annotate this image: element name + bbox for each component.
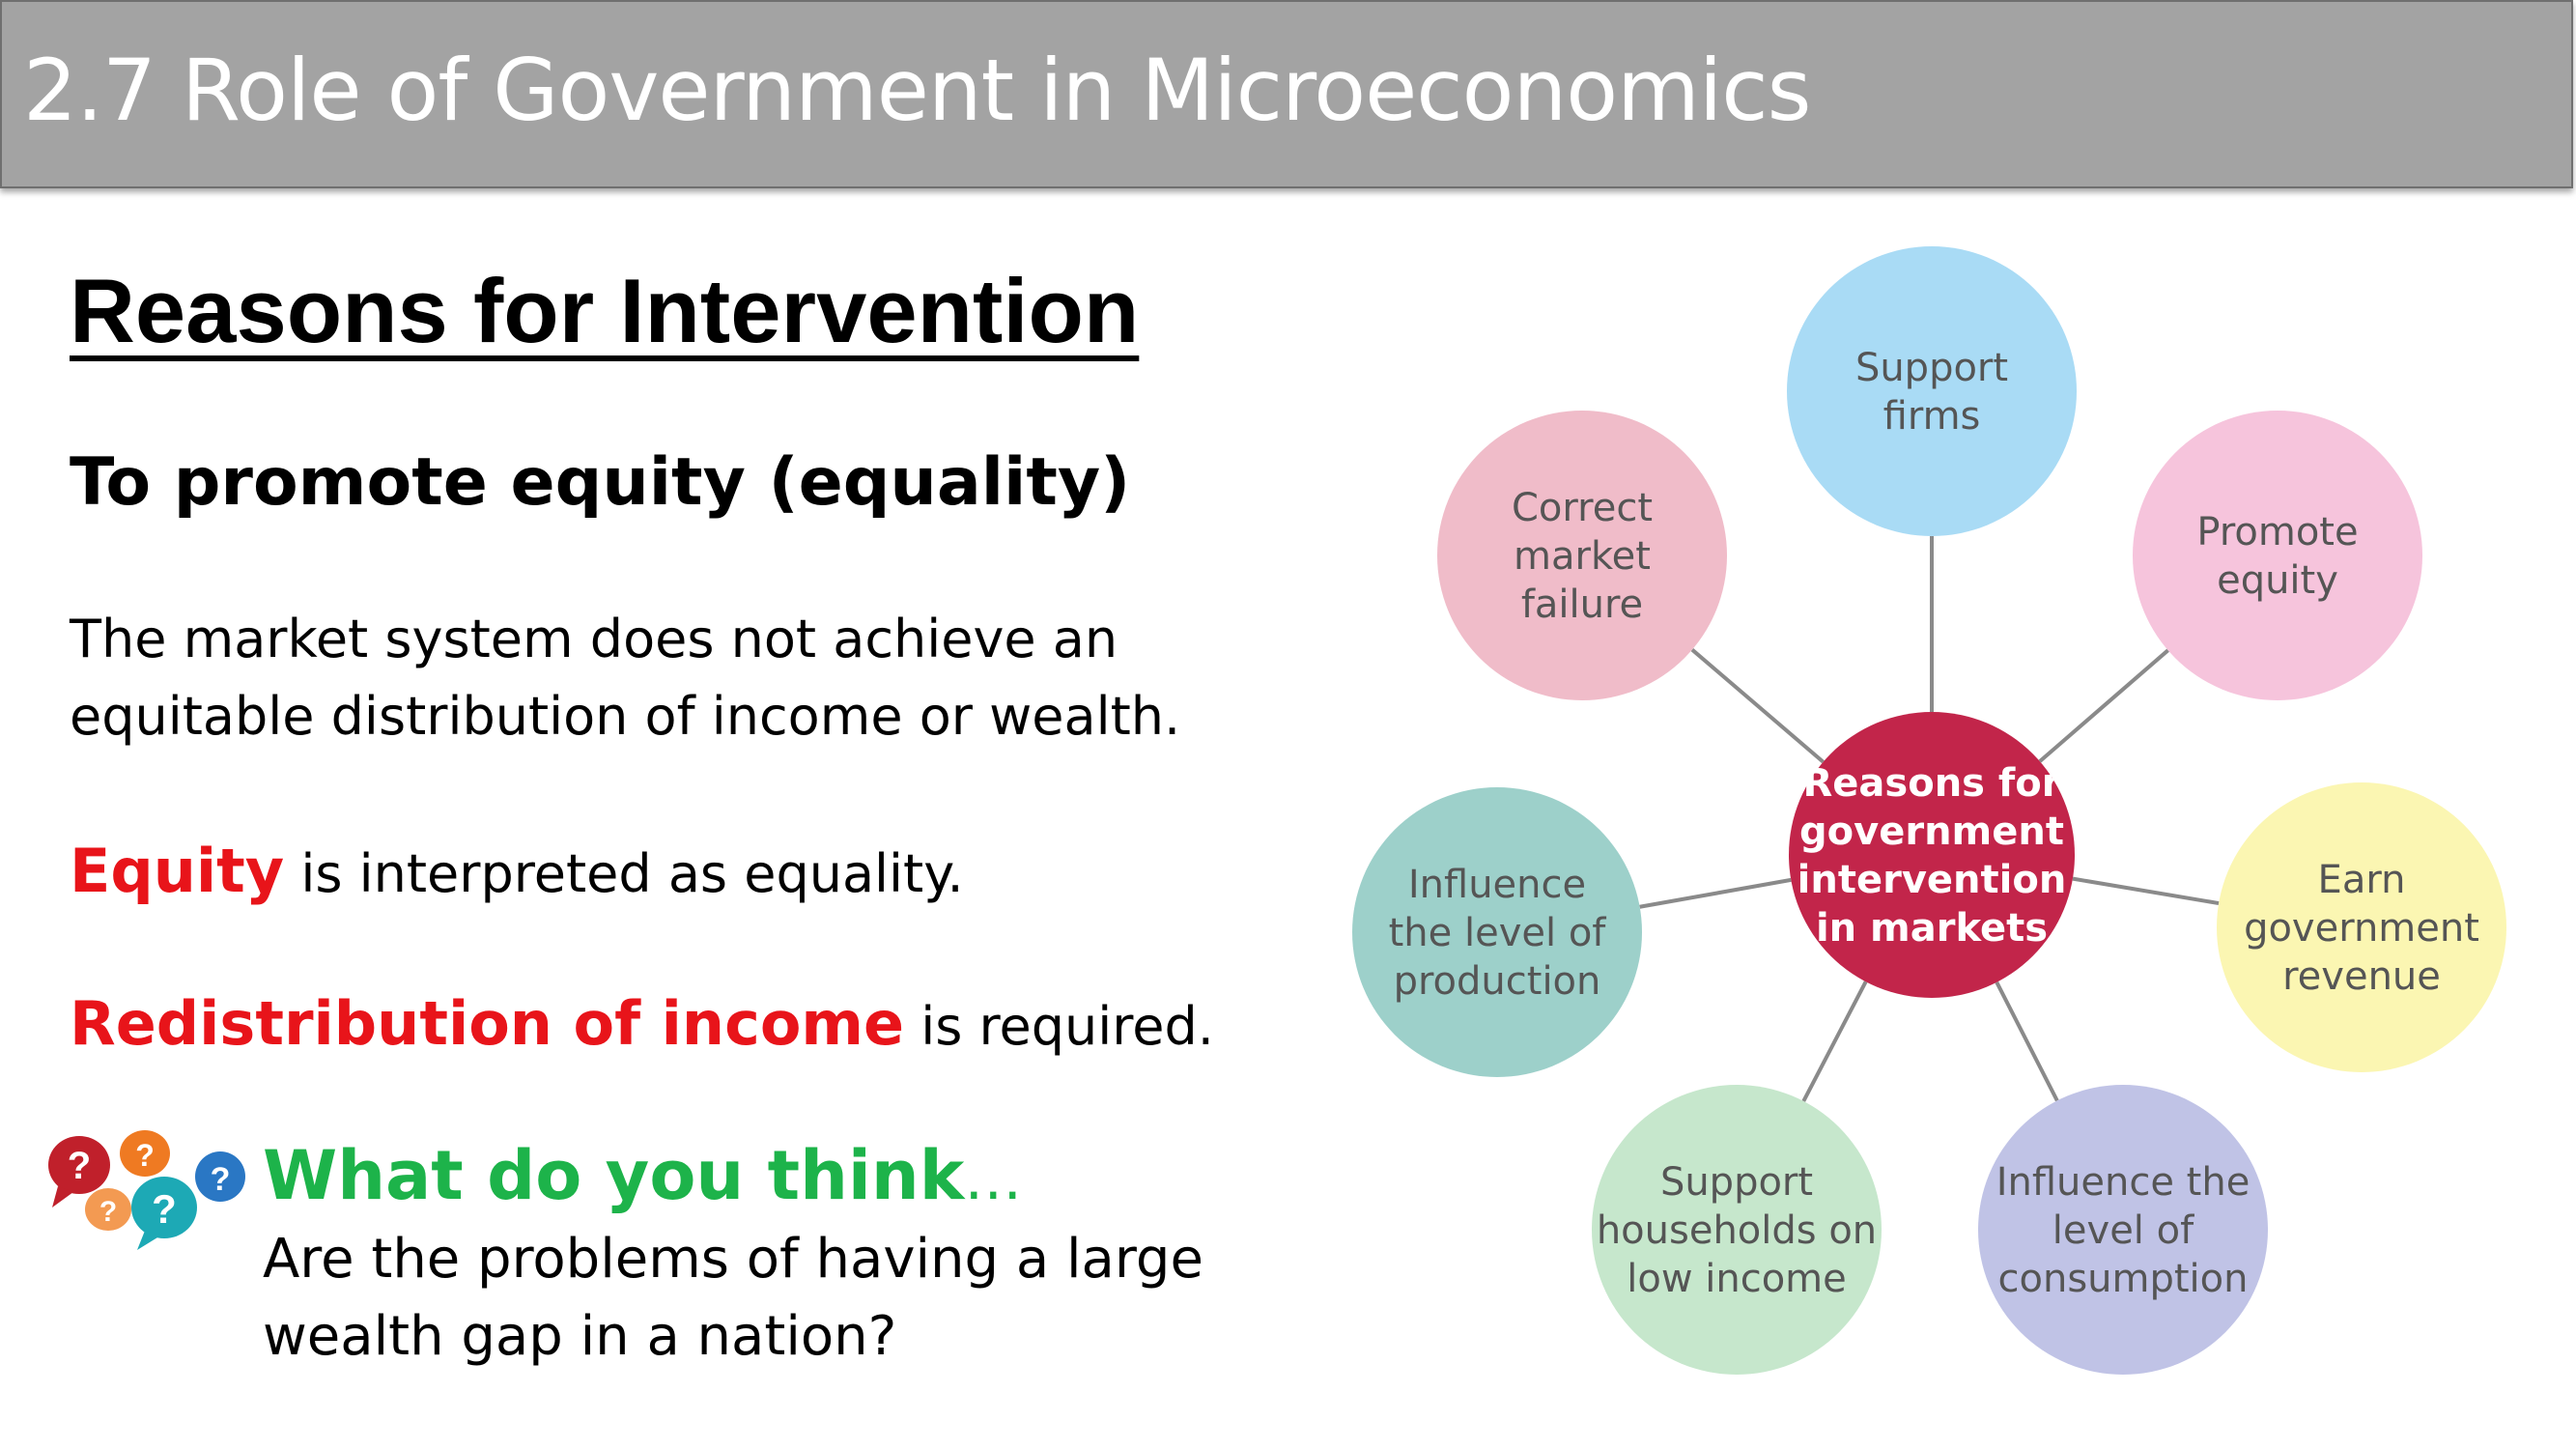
node-earn-government-revenue-label-line: revenue bbox=[2282, 954, 2441, 999]
node-correct-market-failure-label-line: Correct bbox=[1512, 486, 1653, 530]
node-correct-market-failure-circle bbox=[1437, 411, 1727, 700]
bubble-orange-icon: ? bbox=[120, 1130, 170, 1177]
center-node-reasons-for-government-intervention-label-line: Reasons for bbox=[1802, 761, 2060, 806]
node-support-firms-label-line: firms bbox=[1883, 394, 1981, 439]
node-support-households-on-low-income-label-line: low income bbox=[1627, 1257, 1847, 1301]
node-support-households-on-low-income-label-line: households on bbox=[1597, 1208, 1877, 1253]
node-influence-the-level-of-production-label-line: Influence bbox=[1408, 863, 1586, 907]
redistribution-text: is required. bbox=[904, 996, 1214, 1057]
node-influence-the-level-of-production-label-line: production bbox=[1394, 959, 1601, 1004]
bubble-teal-icon: ? bbox=[131, 1177, 197, 1250]
svg-text:?: ? bbox=[99, 1196, 117, 1228]
node-support-firms-circle bbox=[1787, 246, 2077, 536]
center-node-reasons-for-government-intervention-circle bbox=[1789, 712, 2075, 998]
redistribution-term: Redistribution of income bbox=[70, 988, 905, 1059]
section-heading: Reasons for Intervention bbox=[70, 260, 1140, 361]
paragraph-line: The market system does not achieve an bbox=[70, 609, 1118, 669]
node-promote-equity-label-line: equity bbox=[2217, 558, 2338, 603]
node-influence-the-level-of-production-circle bbox=[1352, 787, 1642, 1077]
svg-text:?: ? bbox=[152, 1186, 177, 1232]
center-node-reasons-for-government-intervention-label-line: government bbox=[1799, 810, 2064, 854]
node-influence-the-level-of-consumption-circle bbox=[1978, 1085, 2268, 1375]
connector-line-promote-equity bbox=[2038, 648, 2169, 763]
question-line: Are the problems of having a large bbox=[263, 1228, 1203, 1291]
equity-term: Equity bbox=[70, 836, 285, 906]
svg-text:?: ? bbox=[211, 1161, 231, 1198]
node-correct-market-failure-label-line: market bbox=[1514, 534, 1651, 579]
node-earn-government-revenue-circle bbox=[2217, 782, 2506, 1072]
connector-line-influence-the-level-of-consumption bbox=[1995, 980, 2059, 1102]
center-node-reasons-for-government-intervention-label-line: in markets bbox=[1816, 906, 2048, 951]
node-support-households-on-low-income-circle bbox=[1592, 1085, 1882, 1375]
node-promote-equity-circle bbox=[2133, 411, 2422, 700]
svg-text:?: ? bbox=[68, 1145, 91, 1187]
node-earn-government-revenue-label-line: Earn bbox=[2318, 858, 2406, 902]
connector-line-influence-the-level-of-production bbox=[1639, 877, 1792, 909]
bubble-lightorange-icon: ? bbox=[85, 1188, 131, 1231]
slide-title: 2.7 Role of Government in Microeconomics bbox=[23, 41, 1811, 140]
bubble-red-icon: ? bbox=[48, 1136, 110, 1208]
think-title-text: What do you think bbox=[263, 1136, 965, 1215]
think-title-ellipsis: … bbox=[964, 1146, 1023, 1213]
connector-line-support-households-on-low-income bbox=[1801, 980, 1868, 1102]
title-bar: 2.7 Role of Government in Microeconomics bbox=[0, 0, 2573, 188]
equity-definition: is interpreted as equality. bbox=[284, 843, 964, 904]
speech-bubbles-question-icon: ? ? ? ? ? bbox=[48, 1130, 245, 1250]
node-influence-the-level-of-consumption-label-line: Influence the bbox=[1996, 1160, 2250, 1205]
center-node-reasons-for-government-intervention-label-line: intervention bbox=[1798, 858, 2067, 902]
intervention-reasons-diagram: SupportfirmsPromoteequityEarngovernmentr… bbox=[1352, 246, 2506, 1375]
node-support-households-on-low-income-label-line: Support bbox=[1660, 1160, 1813, 1205]
redistribution-paragraph: Redistribution of income is required. bbox=[70, 985, 1214, 1065]
subheading: To promote equity (equality) bbox=[70, 444, 1131, 521]
node-influence-the-level-of-consumption-label-line: consumption bbox=[1998, 1257, 2249, 1301]
connector-line-earn-government-revenue bbox=[2072, 876, 2220, 906]
node-influence-the-level-of-consumption-label-line: level of bbox=[2052, 1208, 2194, 1253]
question-line: wealth gap in a nation? bbox=[263, 1305, 897, 1368]
think-prompt-title: What do you think… bbox=[263, 1136, 1022, 1215]
equity-paragraph: Equity is interpreted as equality. bbox=[70, 833, 964, 913]
node-influence-the-level-of-production-label-line: the level of bbox=[1389, 911, 1607, 955]
think-question: Are the problems of having a large wealt… bbox=[263, 1221, 1203, 1376]
node-support-firms-label-line: Support bbox=[1855, 346, 2008, 390]
node-earn-government-revenue-label-line: government bbox=[2244, 906, 2479, 951]
connector-line-correct-market-failure bbox=[1690, 648, 1825, 764]
market-system-paragraph: The market system does not achieve an eq… bbox=[70, 601, 1180, 755]
bubble-blue-icon: ? bbox=[195, 1151, 245, 1202]
svg-text:?: ? bbox=[135, 1138, 155, 1173]
node-correct-market-failure-label-line: failure bbox=[1521, 582, 1643, 627]
node-promote-equity-label-line: Promote bbox=[2196, 510, 2358, 554]
paragraph-line: equitable distribution of income or weal… bbox=[70, 686, 1181, 747]
